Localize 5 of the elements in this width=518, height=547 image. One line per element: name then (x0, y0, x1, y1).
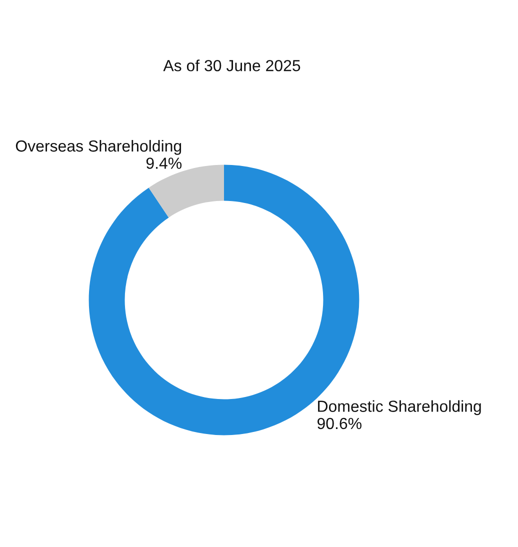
slice-label: Overseas Shareholding (16, 140, 182, 155)
chart-title: As of 30 June 2025 (163, 60, 300, 72)
data-label: 9.4% (146, 158, 182, 169)
data-label: 90.6% (317, 418, 362, 430)
slice-label: Domestic Shareholding (318, 400, 481, 416)
